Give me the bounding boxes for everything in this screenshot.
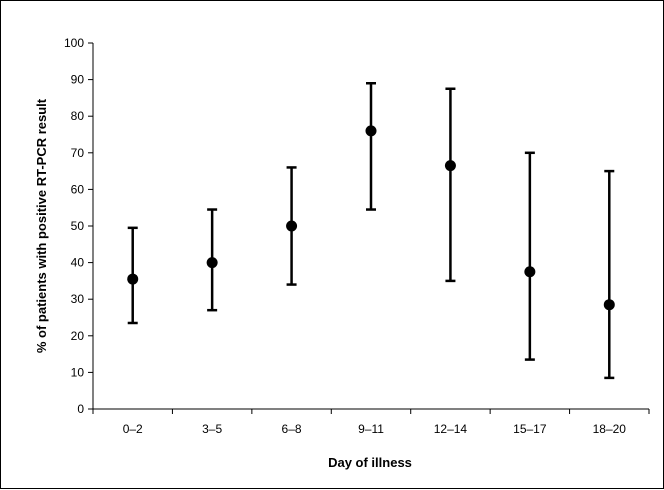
y-tick-label: 40 (71, 256, 85, 270)
x-tick-label: 6–8 (282, 422, 302, 436)
data-marks (127, 82, 615, 380)
data-point (603, 299, 615, 311)
data-point (206, 257, 218, 269)
y-tick-label: 0 (77, 402, 84, 416)
y-tick-label: 60 (71, 182, 85, 196)
x-tick-label: 3–5 (202, 422, 222, 436)
x-tick-label: 15–17 (513, 422, 547, 436)
data-point (365, 125, 377, 137)
y-tick-label: 90 (71, 73, 85, 87)
y-tick-label: 20 (71, 329, 85, 343)
x-tick-label: 12–14 (434, 422, 468, 436)
y-tick-label: 80 (71, 109, 85, 123)
data-point (444, 160, 456, 172)
y-tick-label: 100 (64, 36, 84, 50)
data-point (286, 220, 298, 232)
x-ticks: 0–2 3–5 6–8 9–11 12–14 15–17 18–20 (92, 409, 650, 436)
y-tick-label: 70 (71, 146, 85, 160)
y-tick-label: 30 (71, 292, 85, 306)
y-tick-label: 50 (71, 219, 85, 233)
x-axis-title: Day of illness (328, 455, 412, 470)
data-point (127, 273, 139, 285)
x-tick-label: 0–2 (123, 422, 143, 436)
y-tick-label: 10 (71, 365, 85, 379)
x-tick-label: 18–20 (593, 422, 627, 436)
x-tick-label: 9–11 (358, 422, 384, 436)
y-ticks: 0 10 20 30 40 50 60 70 80 90 100 (64, 36, 93, 416)
y-axis-title: % of patients with positive RT-PCR resul… (34, 98, 49, 353)
data-point (524, 266, 536, 278)
